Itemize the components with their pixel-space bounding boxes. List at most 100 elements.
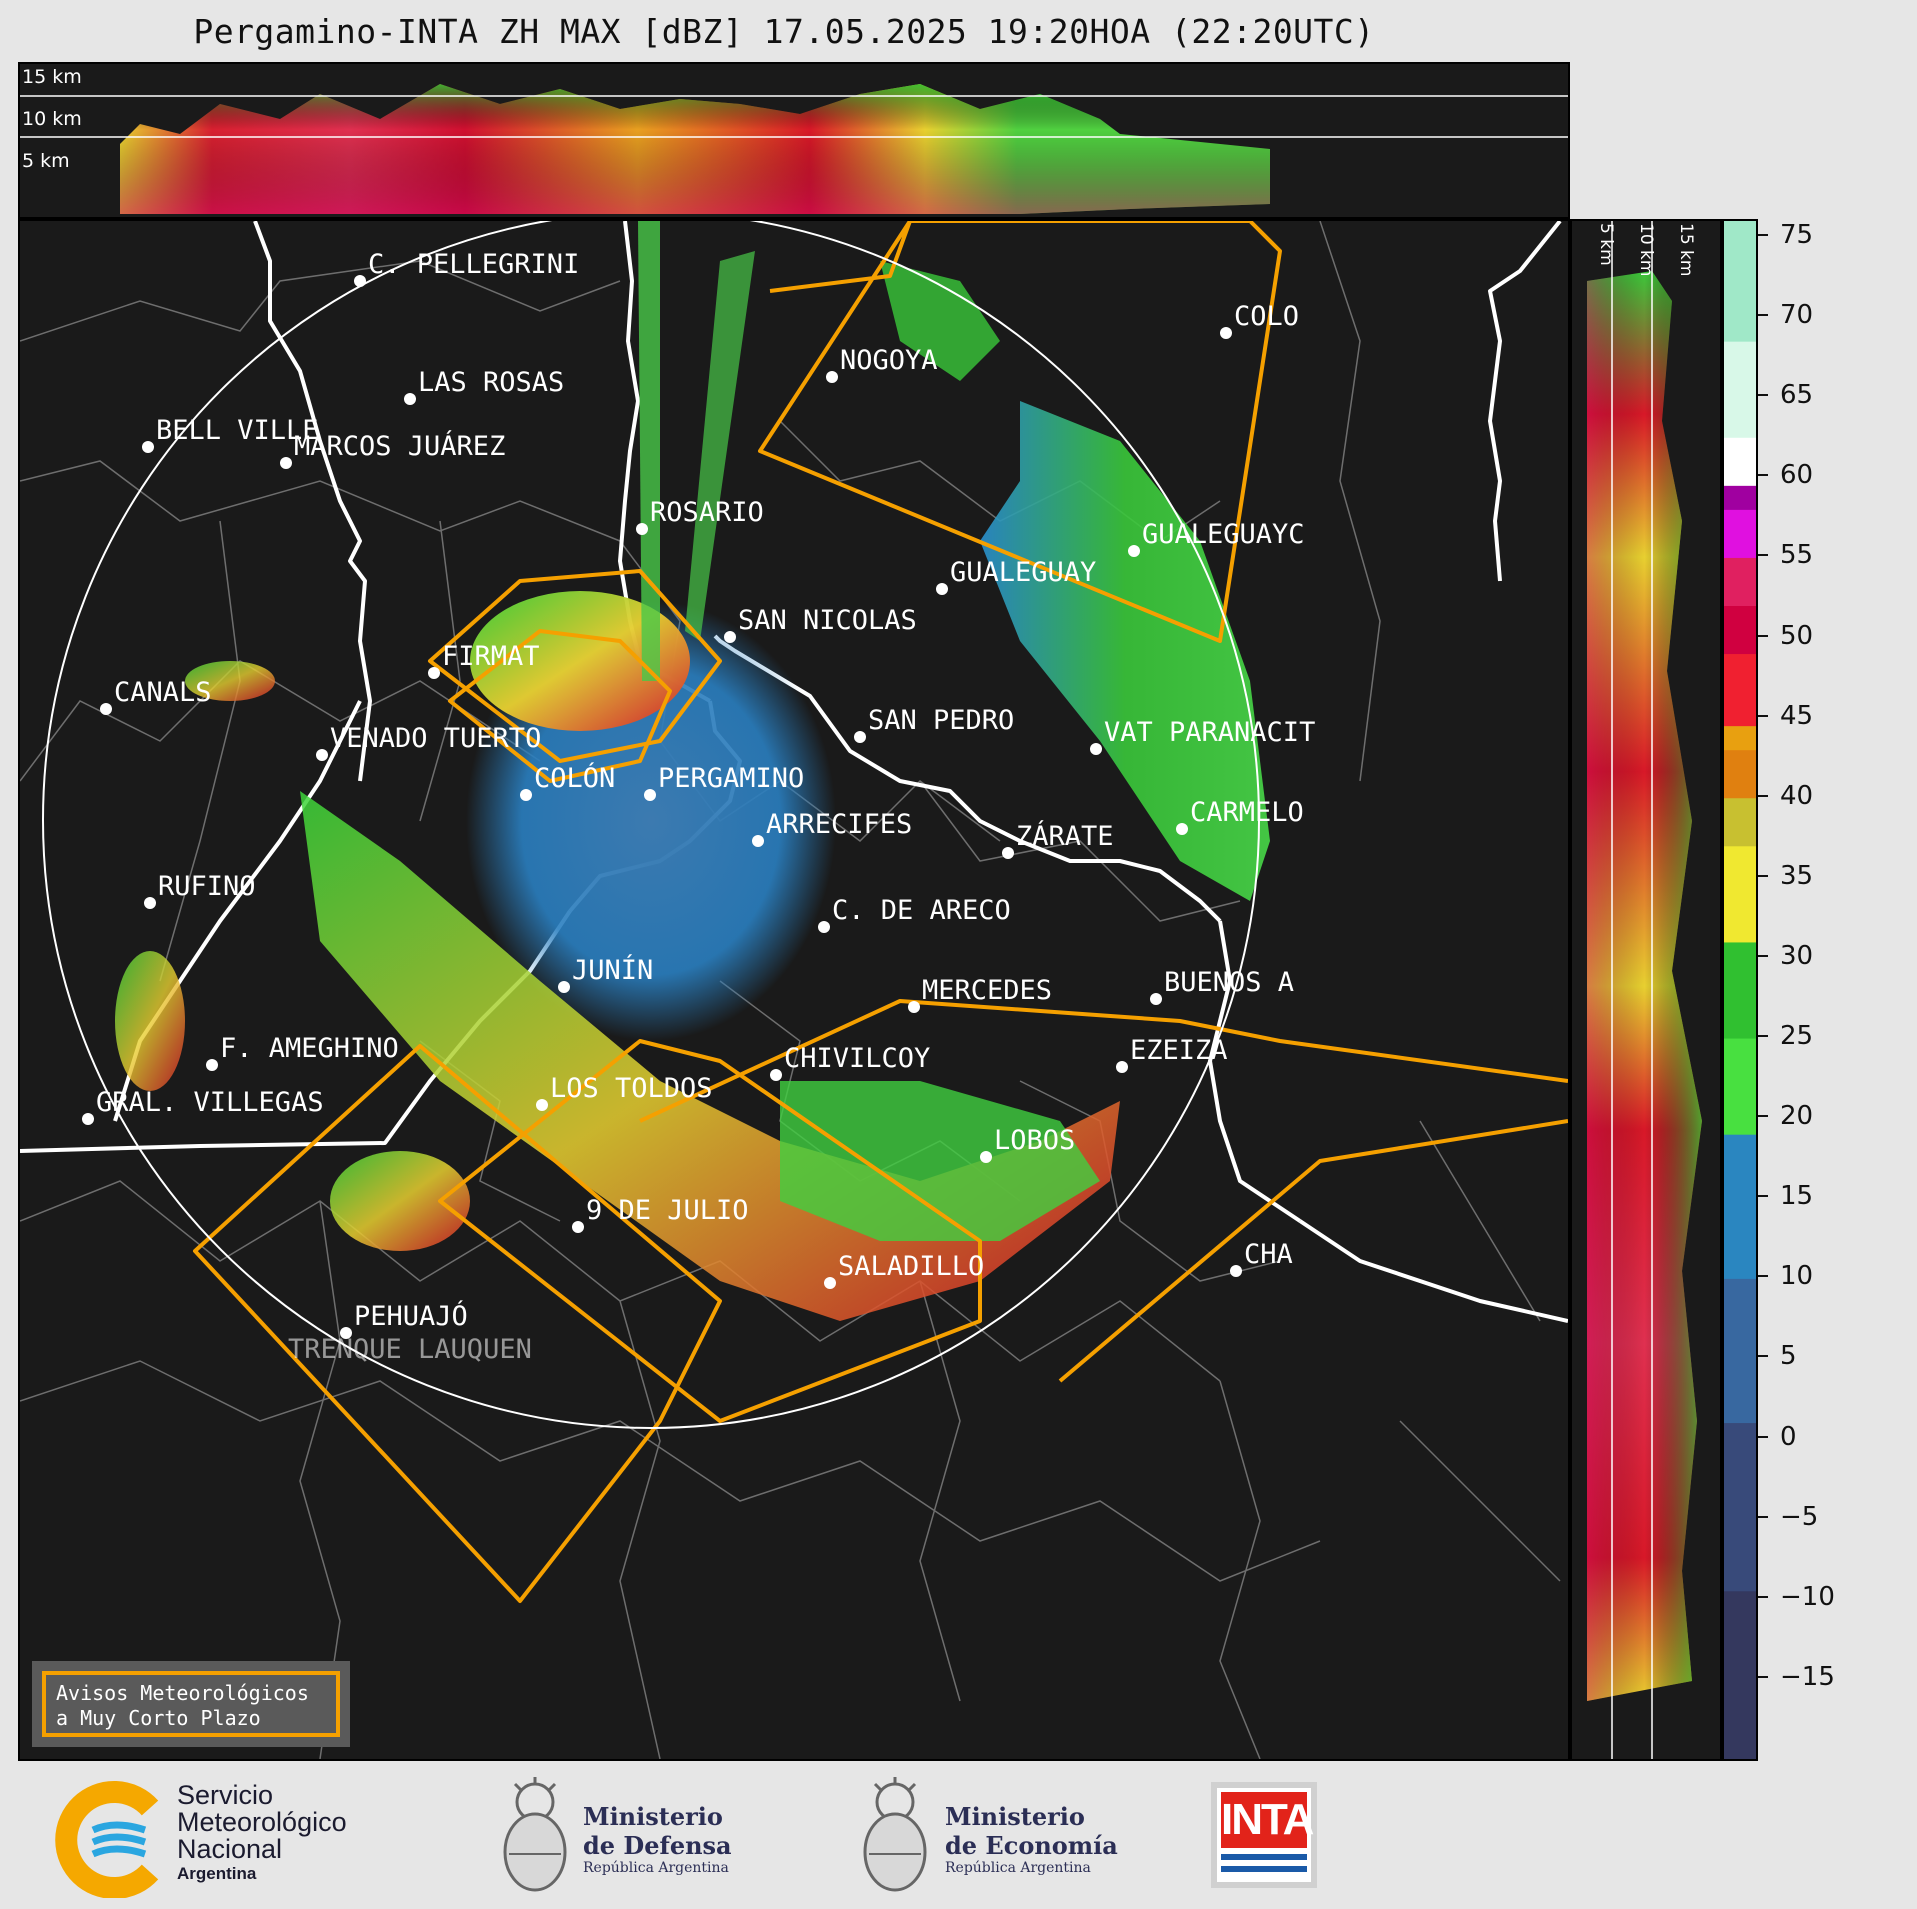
colorbar-tick-mark [1758,1515,1768,1518]
city-label: 9 DE JULIO [586,1195,749,1226]
colorbar-segment [1724,1206,1756,1231]
colorbar-tick-label: 50 [1780,620,1814,651]
city-dot-icon [1176,823,1188,835]
city-dot-icon [520,789,532,801]
city-label: COLÓN [534,762,615,794]
city-label: LAS ROSAS [418,367,564,398]
city-label: ZÁRATE [1016,820,1114,852]
city-saladillo: SALADILLO [824,1251,984,1289]
colorbar-segment [1724,269,1756,294]
city-dot-icon [908,1001,920,1013]
city-colo: COLO [1220,301,1299,339]
warning-polygon-firmat-inner [448,629,672,783]
colorbar-segment [1724,1278,1756,1303]
smn-logo: Servicio Meteorológico Nacional Argentin… [55,1772,395,1902]
city-dot-icon [936,583,948,595]
colorbar-tick-mark [1758,1275,1768,1278]
colorbar-tick-label: 60 [1780,460,1814,491]
colorbar-segment [1724,1446,1756,1472]
economia-line-2: de Economía [945,1831,1118,1860]
top-profile-svg [20,84,1568,214]
city-label: BUENOS A [1164,967,1294,998]
city-dot-icon [354,275,366,287]
city-9-de-julio: 9 DE JULIO [572,1195,749,1233]
colorbar-segment [1724,1326,1756,1351]
colorbar-segment [1724,245,1756,270]
city-dot-icon [572,1221,584,1233]
city-label: CARMELO [1190,797,1304,828]
city-label: MARCOS JUÁREZ [294,430,505,462]
city-dot-icon [280,457,292,469]
city-label: NOGOYA [840,345,938,376]
echo-spike-north [638,221,660,681]
colorbar-segment [1724,461,1756,486]
city-dot-icon [1002,847,1014,859]
city-label: COLO [1234,301,1299,332]
radar-map-panel[interactable]: C. PELLEGRINI LAS ROSAS BELL VILLE MARCOS J… [18,219,1570,1761]
colorbar-segment [1724,341,1756,366]
city-carmelo: CARMELO [1176,797,1304,835]
city-dot-icon [340,1327,352,1339]
smn-line-3: Nacional [177,1834,283,1864]
city-dot-icon [428,667,440,679]
colorbar-tick-label: 75 [1780,220,1814,251]
city-los-toldos: LOS TOLDOS [536,1073,713,1111]
city-dot-icon [724,631,736,643]
city-ezeiza: EZEIZA [1116,1035,1228,1073]
city-f-ameghino: F. AMEGHINO [206,1033,399,1071]
city-label: CANALS [114,677,212,708]
colorbar-tick-label: 15 [1780,1181,1814,1212]
colorbar-segment [1724,581,1756,606]
city-label: VAT PARANACIT [1104,717,1315,748]
colorbar-tick-label: 45 [1780,700,1814,731]
city-dot-icon [824,1277,836,1289]
colorbar-segment [1724,1518,1756,1544]
city-dot-icon [1128,545,1140,557]
city-pehuaj-: PEHUAJÓ [340,1300,468,1339]
colorbar-tick-mark [1758,394,1768,397]
colorbar-segment [1724,1254,1756,1279]
city-san-nicolas: SAN NICOLAS [724,605,917,643]
city-dot-icon [536,1099,548,1111]
city-label: CHIVILCOY [784,1043,930,1074]
colorbar-segment [1724,821,1756,847]
colorbar-segment [1724,1590,1756,1616]
colorbar-segment [1724,533,1756,558]
colorbar-segment [1724,1710,1756,1736]
city-label: TRENQUE LAUQUEN [288,1334,532,1365]
colorbar-tick-mark [1758,794,1768,797]
colorbar-segment [1724,917,1756,943]
city-vat-paranacit: VAT PARANACIT [1090,717,1315,755]
colorbar-segment [1724,413,1756,438]
colorbar-tick-mark [1758,714,1768,717]
colorbar-segment [1724,485,1756,510]
colorbar-segment [1724,941,1756,967]
city-c-de-areco: C. DE ARECO [818,895,1011,933]
colorbar-tick-label: 10 [1780,1261,1814,1292]
city-chivilcoy: CHIVILCOY [770,1043,930,1081]
colorbar-segment [1724,629,1756,655]
city-gualeguayc: GUALEGUAYC [1128,519,1305,557]
colorbar-tick-label: 0 [1780,1421,1797,1452]
inta-logo: INTA [1211,1782,1317,1888]
defensa-line-1: Ministerio [583,1802,723,1831]
city-dot-icon [752,835,764,847]
colorbar-tick-mark [1758,954,1768,957]
warning-polygon-east [1058,1119,1568,1383]
warnings-legend: Avisos Meteorológicos a Muy Corto Plazo [32,1661,350,1747]
city-gualeguay: GUALEGUAY [936,557,1096,595]
smn-line-4: Argentina [177,1864,257,1883]
colorbar-segment [1724,1086,1756,1111]
side-profile-svg [1587,221,1702,1759]
colorbar-segment [1724,965,1756,991]
warning-polygons [193,221,1568,1603]
range-ring [42,221,1260,1429]
colorbar-tick-mark [1758,1195,1768,1198]
city-san-pedro: SAN PEDRO [854,705,1014,743]
colorbar-tick-label: 20 [1780,1101,1814,1132]
colorbar-segment [1724,1734,1756,1759]
inta-wordmark: INTA [1221,1792,1314,1848]
colorbar-tick-label: 35 [1780,860,1814,891]
city-label: SAN NICOLAS [738,605,917,636]
